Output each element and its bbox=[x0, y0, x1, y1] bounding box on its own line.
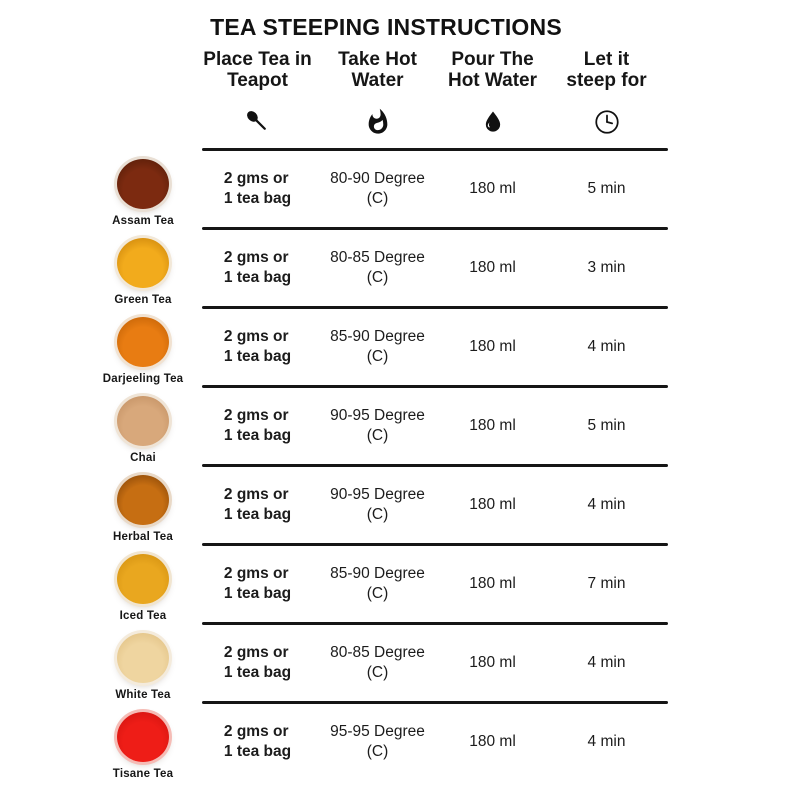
tea-cup: Tisane Tea bbox=[43, 711, 243, 780]
table-row: Darjeeling Tea 2 gms or 1 tea bag 85-90 … bbox=[0, 309, 800, 385]
tea-cup: White Tea bbox=[43, 632, 243, 701]
tea-name-label: White Tea bbox=[115, 688, 171, 701]
amount-text: 2 gms or 1 tea bag bbox=[223, 248, 292, 286]
time-cell: 4 min bbox=[587, 495, 626, 513]
tea-cup-image bbox=[117, 158, 169, 209]
separator-line bbox=[202, 700, 668, 704]
tea-cup-image bbox=[117, 474, 169, 525]
table-row: Assam Tea 2 gms or 1 tea bag 80-90 Degre… bbox=[0, 151, 800, 227]
separator-line bbox=[202, 384, 668, 388]
amount-cell: 2 gms or 1 tea bag bbox=[200, 406, 315, 446]
time-cell: 4 min bbox=[587, 337, 626, 355]
amount-text: 2 gms or 1 tea bag bbox=[223, 327, 292, 365]
amount-cell: 2 gms or 1 tea bag bbox=[200, 327, 315, 367]
temperature-cell: 80-85 Degree (C) bbox=[330, 643, 425, 681]
title-area: TEA STEEPING INSTRUCTIONS bbox=[0, 0, 772, 41]
amount-text: 2 gms or 1 tea bag bbox=[223, 722, 292, 760]
amount-cell: 2 gms or 1 tea bag bbox=[200, 564, 315, 604]
time-cell: 3 min bbox=[587, 258, 626, 276]
volume-cell: 180 ml bbox=[469, 179, 516, 197]
volume-cell: 180 ml bbox=[469, 653, 516, 671]
column-header-steep-time: Let it steep for bbox=[566, 49, 647, 91]
tea-name-label: Herbal Tea bbox=[113, 530, 173, 543]
column-header-pour-hot-water: Pour The Hot Water bbox=[447, 49, 538, 91]
temperature-cell: 80-85 Degree (C) bbox=[330, 248, 425, 286]
time-cell: 5 min bbox=[587, 179, 626, 197]
table-row: White Tea 2 gms or 1 tea bag 80-85 Degre… bbox=[0, 625, 800, 701]
droplet-icon bbox=[440, 109, 545, 135]
table-row: Herbal Tea 2 gms or 1 tea bag 90-95 Degr… bbox=[0, 467, 800, 543]
volume-cell: 180 ml bbox=[469, 574, 516, 592]
tea-cup-image bbox=[117, 395, 169, 446]
flame-icon bbox=[315, 108, 440, 136]
column-header-row: Place Tea in Teapot Take Hot Water Pour … bbox=[0, 49, 800, 92]
table-row: Chai 2 gms or 1 tea bag 90-95 Degree (C)… bbox=[0, 388, 800, 464]
amount-cell: 2 gms or 1 tea bag bbox=[200, 722, 315, 762]
page-title: TEA STEEPING INSTRUCTIONS bbox=[210, 14, 562, 40]
temperature-cell: 80-90 Degree (C) bbox=[330, 169, 425, 207]
tea-cup: Darjeeling Tea bbox=[43, 316, 243, 385]
amount-text: 2 gms or 1 tea bag bbox=[223, 169, 292, 207]
spoon-icon bbox=[200, 108, 315, 135]
time-cell: 5 min bbox=[587, 416, 626, 434]
tea-cup-image bbox=[117, 553, 169, 604]
tea-cup: Green Tea bbox=[43, 237, 243, 306]
tea-name-label: Green Tea bbox=[114, 293, 172, 306]
tea-name-label: Darjeeling Tea bbox=[102, 372, 184, 385]
temperature-cell: 85-90 Degree (C) bbox=[330, 564, 425, 602]
temperature-cell: 90-95 Degree (C) bbox=[330, 406, 425, 444]
column-header-take-hot-water: Take Hot Water bbox=[338, 49, 417, 91]
tea-name-label: Chai bbox=[130, 451, 156, 464]
tea-cup-image bbox=[117, 316, 169, 367]
separator-line bbox=[202, 621, 668, 625]
tea-cup-image bbox=[117, 237, 169, 288]
amount-text: 2 gms or 1 tea bag bbox=[223, 406, 292, 444]
tea-cup: Assam Tea bbox=[43, 158, 243, 227]
volume-cell: 180 ml bbox=[469, 416, 516, 434]
tea-name-label: Assam Tea bbox=[112, 214, 174, 227]
tea-cup-image bbox=[117, 711, 169, 762]
tea-cup-image bbox=[117, 632, 169, 683]
temperature-cell: 90-95 Degree (C) bbox=[330, 485, 425, 523]
tea-name-label: Iced Tea bbox=[119, 609, 167, 622]
table-row: Green Tea 2 gms or 1 tea bag 80-85 Degre… bbox=[0, 230, 800, 306]
separator-line bbox=[202, 147, 668, 151]
amount-text: 2 gms or 1 tea bag bbox=[223, 643, 292, 681]
amount-cell: 2 gms or 1 tea bag bbox=[200, 248, 315, 288]
temperature-cell: 95-95 Degree (C) bbox=[330, 722, 425, 760]
volume-cell: 180 ml bbox=[469, 495, 516, 513]
separator-line bbox=[202, 226, 668, 230]
tea-cup: Herbal Tea bbox=[43, 474, 243, 543]
table-row: Tisane Tea 2 gms or 1 tea bag 95-95 Degr… bbox=[0, 704, 800, 780]
tea-cup: Chai bbox=[43, 395, 243, 464]
column-header-place-tea: Place Tea in Teapot bbox=[203, 49, 312, 91]
separator-line bbox=[202, 305, 668, 309]
volume-cell: 180 ml bbox=[469, 337, 516, 355]
time-cell: 4 min bbox=[587, 653, 626, 671]
volume-cell: 180 ml bbox=[469, 732, 516, 750]
amount-cell: 2 gms or 1 tea bag bbox=[200, 643, 315, 683]
separator-line bbox=[202, 463, 668, 467]
tea-cup: Iced Tea bbox=[43, 553, 243, 622]
separator-line bbox=[202, 542, 668, 546]
tea-name-label: Tisane Tea bbox=[112, 767, 174, 780]
time-cell: 7 min bbox=[587, 574, 626, 592]
temperature-cell: 85-90 Degree (C) bbox=[330, 327, 425, 365]
time-cell: 4 min bbox=[587, 732, 626, 750]
amount-text: 2 gms or 1 tea bag bbox=[223, 485, 292, 523]
table-row: Iced Tea 2 gms or 1 tea bag 85-90 Degree… bbox=[0, 546, 800, 622]
column-icons-row bbox=[0, 105, 800, 139]
amount-cell: 2 gms or 1 tea bag bbox=[200, 485, 315, 525]
clock-icon bbox=[545, 108, 668, 136]
amount-cell: 2 gms or 1 tea bag bbox=[200, 169, 315, 209]
volume-cell: 180 ml bbox=[469, 258, 516, 276]
amount-text: 2 gms or 1 tea bag bbox=[223, 564, 292, 602]
